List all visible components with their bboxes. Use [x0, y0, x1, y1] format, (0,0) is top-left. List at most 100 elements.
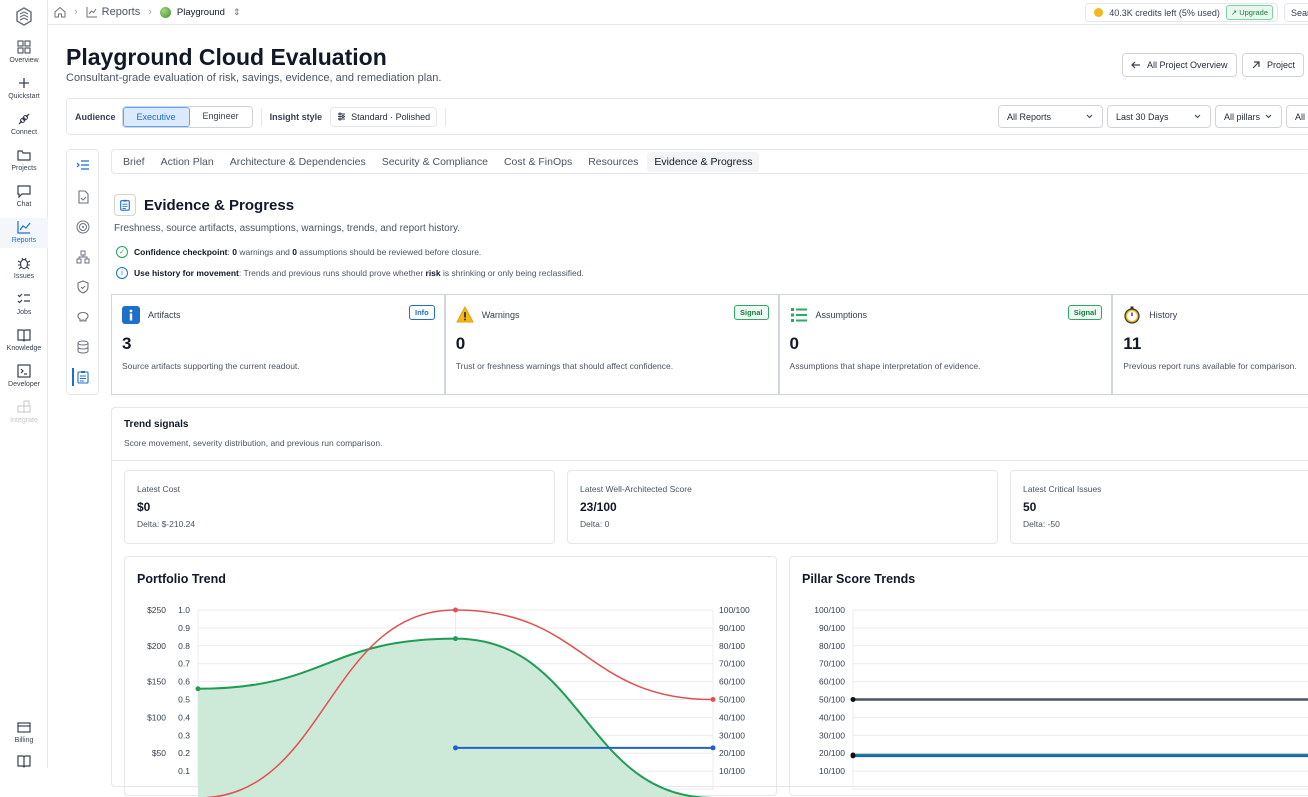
all-project-overview-button[interactable]: All Project Overview — [1122, 53, 1237, 77]
search-button[interactable]: Search — [1284, 3, 1308, 22]
chevron-down-icon — [1265, 114, 1272, 119]
bug-icon — [17, 257, 31, 270]
folder-icon — [17, 150, 31, 161]
nav-label: Knowledge — [6, 345, 42, 352]
nav-item-billing[interactable]: Billing — [0, 720, 48, 754]
nav-label: Quickstart — [8, 93, 40, 100]
tab-brief[interactable]: Brief — [123, 155, 145, 168]
nav-item-docs[interactable] — [0, 754, 48, 788]
audience-option-executive[interactable]: Executive — [122, 106, 190, 127]
tab-resources[interactable]: Resources — [588, 155, 639, 168]
tab-security[interactable]: Security & Compliance — [381, 155, 488, 168]
insight-style-button[interactable]: Standard · Polished — [330, 106, 438, 127]
nav-label: Jobs — [16, 309, 32, 316]
divider — [260, 107, 262, 126]
insight-style-label: Insight style — [269, 111, 323, 122]
pillars-filter-select[interactable]: All pillars — [1215, 105, 1282, 128]
insight-style-value: Standard · Polished — [351, 111, 431, 122]
home-icon[interactable] — [54, 6, 66, 18]
shield-icon[interactable] — [76, 280, 90, 294]
y-tick-label: 40/100 — [719, 712, 745, 722]
nav-item-overview[interactable]: Overview — [0, 40, 48, 74]
y-tick-label: 0.2 — [178, 748, 190, 758]
nav-item-knowledge[interactable]: Knowledge — [0, 328, 48, 362]
nav-item-projects[interactable]: Projects — [0, 148, 48, 182]
section-icon-rail — [66, 149, 99, 395]
extra-filter-select[interactable]: All — [1286, 105, 1308, 128]
tab-evidence-progress[interactable]: Evidence & Progress — [647, 151, 760, 172]
select-value: Last 30 Days — [1116, 111, 1169, 122]
y-tick-label: $50 — [152, 748, 166, 758]
breadcrumb: › Reports › Playground ⇕ — [54, 6, 240, 18]
chevron-right-icon: › — [74, 6, 78, 18]
audience-option-engineer[interactable]: Engineer — [202, 110, 239, 121]
top-bar: › Reports › Playground ⇕ 40.3K credits l… — [48, 0, 1308, 25]
audience-label: Audience — [75, 111, 116, 122]
breadcrumb-project[interactable]: Playground — [176, 6, 225, 18]
page-title: Playground Cloud Evaluation — [66, 44, 387, 70]
credits-indicator: 40.3K credits left (5% used) ↗ Upgrade — [1085, 3, 1278, 22]
y-tick-label: $150 — [147, 677, 166, 687]
y-tick-label: 70/100 — [719, 659, 745, 669]
metric-card-warnings: Warnings Signal 0 Trust or freshness war… — [444, 295, 779, 394]
reports-filter-select[interactable]: All Reports — [998, 105, 1103, 128]
project-button[interactable]: Project — [1242, 53, 1304, 77]
metric-title: Assumptions — [815, 310, 868, 320]
metric-description: Assumptions that shape interpretation of… — [789, 361, 981, 371]
trend-signals-panel: Trend signals Score movement, severity d… — [111, 407, 1308, 797]
piggy-bank-icon[interactable] — [76, 310, 90, 324]
nav-item-jobs[interactable]: Jobs — [0, 292, 48, 326]
y-tick-label: 1.0 — [178, 605, 190, 615]
kpi-well-architected-score: Latest Well-Architected Score 23/100 Del… — [567, 470, 998, 544]
metric-value: 3 — [122, 334, 132, 353]
network-icon[interactable] — [76, 250, 90, 264]
chart-title: Portfolio Trend — [137, 572, 226, 586]
tab-cost[interactable]: Cost & FinOps — [503, 155, 573, 168]
tab-action-plan[interactable]: Action Plan — [160, 155, 214, 168]
chevron-down-icon — [1194, 114, 1201, 119]
app-logo-icon[interactable] — [14, 6, 34, 26]
upgrade-label: Upgrade — [1239, 8, 1268, 17]
button-label: Project — [1266, 60, 1295, 70]
list-indent-icon[interactable] — [76, 158, 90, 172]
nav-item-developer[interactable]: Developer — [0, 364, 48, 398]
y-tick-label: 60/100 — [819, 677, 845, 687]
y-tick-label: $100 — [147, 712, 166, 722]
project-globe-icon — [159, 6, 171, 18]
nav-item-reports[interactable]: Reports — [0, 218, 48, 248]
note-text: : — [227, 247, 233, 257]
divider — [112, 460, 1308, 461]
divider — [445, 107, 447, 126]
y-tick-label: 30/100 — [819, 730, 845, 740]
pillar-score-trends-chart: Pillar Score Trends 100/100 90/100 80/100 7… — [789, 556, 1308, 796]
y-tick-label: 0.9 — [178, 623, 190, 633]
chart-title: Pillar Score Trends — [802, 572, 916, 586]
upgrade-button[interactable]: ↗ Upgrade — [1225, 5, 1273, 20]
nav-label: Projects — [11, 165, 37, 172]
note-text: is shrinking or only being reclassified. — [440, 268, 584, 278]
kpi-delta: Delta: $-210.24 — [137, 519, 196, 529]
section-subtitle: Freshness, source artifacts, assumptions… — [114, 223, 461, 234]
kpi-label: Latest Well-Architected Score — [580, 484, 692, 494]
plug-icon — [18, 113, 30, 125]
clipboard-icon[interactable] — [76, 370, 90, 384]
database-icon[interactable] — [76, 340, 90, 354]
grid-icon — [17, 40, 31, 54]
series-line — [197, 637, 714, 797]
chevron-updown-icon[interactable]: ⇕ — [232, 6, 241, 17]
y-tick-label: 90/100 — [719, 623, 745, 633]
y-tick-label: 0.7 — [178, 659, 190, 669]
book-open-icon — [17, 755, 31, 768]
info-square-icon — [122, 306, 140, 324]
nav-item-chat[interactable]: Chat — [0, 184, 48, 218]
tab-architecture[interactable]: Architecture & Dependencies — [229, 155, 366, 168]
nav-item-connect[interactable]: Connect — [0, 112, 48, 146]
target-icon[interactable] — [76, 220, 90, 234]
document-icon[interactable] — [76, 190, 90, 204]
breadcrumb-reports[interactable]: Reports — [101, 6, 141, 18]
nav-item-quickstart[interactable]: Quickstart — [0, 76, 48, 110]
nav-item-issues[interactable]: Issues — [0, 256, 48, 290]
kpi-latest-cost: Latest Cost $0 Delta: $-210.24 — [124, 470, 555, 544]
y-tick-label: 0.6 — [178, 677, 190, 687]
time-range-select[interactable]: Last 30 Days — [1107, 105, 1211, 128]
